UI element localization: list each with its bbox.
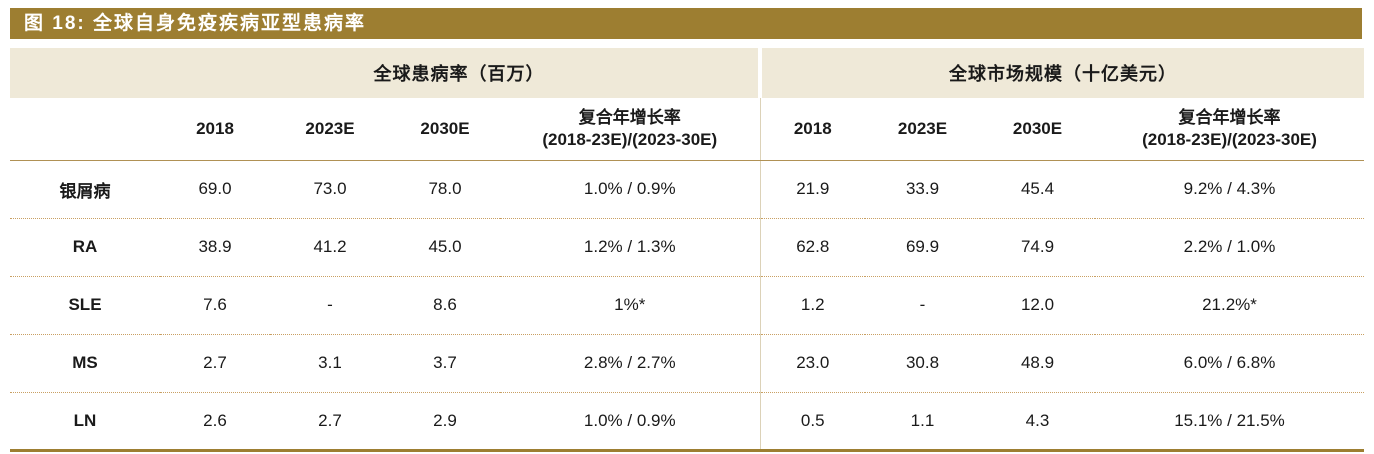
column-header-cagr-prevalence: 复合年增长率 (2018-23E)/(2023-30E) xyxy=(500,98,761,161)
table-cell: 1.1 xyxy=(865,392,980,452)
column-header-2023e-market: 2023E xyxy=(865,98,980,161)
group-header-row: 全球患病率（百万） 全球市场规模（十亿美元） xyxy=(10,48,1364,98)
table-cell: 9.2% / 4.3% xyxy=(1095,160,1364,219)
table-cell: 1.0% / 0.9% xyxy=(500,160,761,219)
group-header-market: 全球市场规模（十亿美元） xyxy=(760,48,1364,98)
table-cell: 1.0% / 0.9% xyxy=(500,392,761,452)
table-cell: - xyxy=(865,276,980,335)
table-cell: 2.8% / 2.7% xyxy=(500,334,761,393)
table-cell: 41.2 xyxy=(270,218,390,277)
column-header-row: 2018 2023E 2030E 复合年增长率 (2018-23E)/(2023… xyxy=(10,98,1364,161)
table-cell: 30.8 xyxy=(865,334,980,393)
group-header-spacer xyxy=(10,48,160,98)
table-cell: 1%* xyxy=(500,276,761,335)
table-cell: 2.7 xyxy=(270,392,390,452)
table-cell: 7.6 xyxy=(160,276,270,335)
table-cell: 73.0 xyxy=(270,160,390,219)
table-cell: 69.9 xyxy=(865,218,980,277)
group-header-prevalence: 全球患病率（百万） xyxy=(160,48,762,98)
table-row-ra: RA 38.9 41.2 45.0 1.2% / 1.3% 62.8 69.9 … xyxy=(10,218,1364,277)
table-cell: 33.9 xyxy=(865,160,980,219)
row-label: SLE xyxy=(10,276,160,335)
table-cell: 45.0 xyxy=(390,218,500,277)
table-row-sle: SLE 7.6 - 8.6 1%* 1.2 - 12.0 21.2%* xyxy=(10,276,1364,335)
table-cell: 1.2% / 1.3% xyxy=(500,218,761,277)
table-cell: 0.5 xyxy=(760,392,865,452)
column-header-2018-prevalence: 2018 xyxy=(160,98,270,161)
table-cell: 2.7 xyxy=(160,334,270,393)
row-label: 银屑病 xyxy=(10,160,160,219)
table-cell: 12.0 xyxy=(980,276,1095,335)
table-cell: 23.0 xyxy=(760,334,865,393)
table-cell: 74.9 xyxy=(980,218,1095,277)
table-cell: 8.6 xyxy=(390,276,500,335)
cagr-label-line2: (2018-23E)/(2023-30E) xyxy=(1142,129,1317,149)
figure-title: 图 18: 全球自身免疫疾病亚型患病率 xyxy=(24,13,367,34)
table-cell: 4.3 xyxy=(980,392,1095,452)
column-header-2018-market: 2018 xyxy=(760,98,865,161)
cagr-label-line2: (2018-23E)/(2023-30E) xyxy=(542,129,718,149)
data-table: 全球患病率（百万） 全球市场规模（十亿美元） 2018 2023E 2030E … xyxy=(10,48,1364,452)
table-cell: 2.2% / 1.0% xyxy=(1095,218,1364,277)
table-cell: 15.1% / 21.5% xyxy=(1095,392,1364,452)
table-cell: 62.8 xyxy=(760,218,865,277)
cagr-label-line1: 复合年增长率 xyxy=(578,107,681,127)
table-cell: 21.2%* xyxy=(1095,276,1364,335)
table-cell: 69.0 xyxy=(160,160,270,219)
column-header-empty xyxy=(10,98,160,161)
cagr-label-line1: 复合年增长率 xyxy=(1178,107,1281,127)
table-cell: - xyxy=(270,276,390,335)
column-header-2030e-market: 2030E xyxy=(980,98,1095,161)
table-cell: 2.9 xyxy=(390,392,500,452)
column-header-2023e-prevalence: 2023E xyxy=(270,98,390,161)
table-cell: 6.0% / 6.8% xyxy=(1095,334,1364,393)
row-label: LN xyxy=(10,392,160,452)
table-cell: 78.0 xyxy=(390,160,500,219)
figure-title-bar: 图 18: 全球自身免疫疾病亚型患病率 xyxy=(10,8,1362,39)
table-row-ln: LN 2.6 2.7 2.9 1.0% / 0.9% 0.5 1.1 4.3 1… xyxy=(10,392,1364,452)
table-cell: 45.4 xyxy=(980,160,1095,219)
table-row-psoriasis: 银屑病 69.0 73.0 78.0 1.0% / 0.9% 21.9 33.9… xyxy=(10,160,1364,219)
column-header-2030e-prevalence: 2030E xyxy=(390,98,500,161)
row-label: MS xyxy=(10,334,160,393)
table-cell: 3.7 xyxy=(390,334,500,393)
row-label: RA xyxy=(10,218,160,277)
table-cell: 2.6 xyxy=(160,392,270,452)
table-cell: 38.9 xyxy=(160,218,270,277)
table-cell: 48.9 xyxy=(980,334,1095,393)
table-cell: 21.9 xyxy=(760,160,865,219)
table-cell: 1.2 xyxy=(760,276,865,335)
table-cell: 3.1 xyxy=(270,334,390,393)
table-row-ms: MS 2.7 3.1 3.7 2.8% / 2.7% 23.0 30.8 48.… xyxy=(10,334,1364,393)
column-header-cagr-market: 复合年增长率 (2018-23E)/(2023-30E) xyxy=(1095,98,1364,161)
